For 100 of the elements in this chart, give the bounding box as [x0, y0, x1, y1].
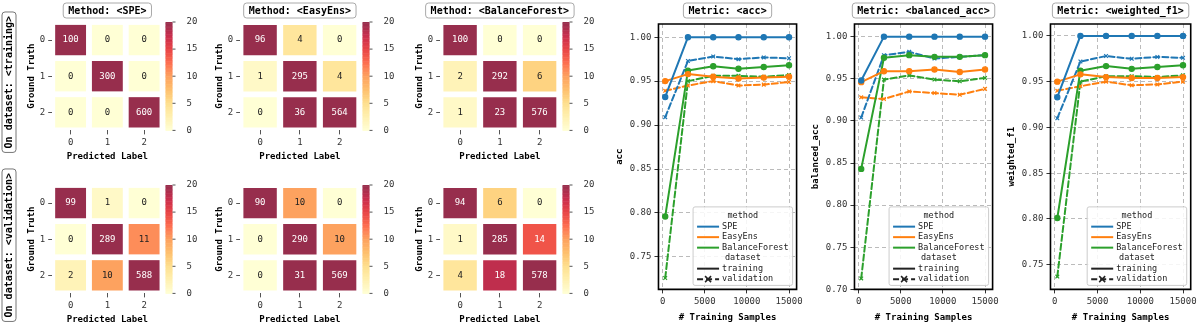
- data-label: 1: [257, 70, 263, 81]
- legend-label: BalanceForest: [918, 241, 985, 252]
- legend-label: BalanceForest: [1116, 241, 1183, 252]
- data-label: 0: [257, 269, 263, 280]
- color-bar-label: 20: [383, 179, 395, 190]
- x-tick-label: 2: [336, 300, 343, 311]
- color-bar-label: 10: [383, 70, 395, 81]
- color-bar-label: 5: [383, 260, 389, 271]
- data-label: 10: [334, 233, 346, 244]
- data-label: 1: [457, 233, 463, 244]
- x-axis-title: # Training Samples: [678, 311, 777, 322]
- color-bar-label: 5: [383, 97, 389, 108]
- data-label: 0: [67, 233, 74, 244]
- x-tick-label: 0: [457, 137, 463, 148]
- y-tick-label: 1.00: [1021, 30, 1044, 41]
- y-tick-label: 0.85: [1021, 167, 1044, 178]
- x-tick-label: 2: [141, 300, 147, 311]
- legend-label: SPE: [1116, 220, 1132, 231]
- y-tick-label: 1: [227, 70, 234, 81]
- data-label: 31: [294, 269, 306, 280]
- color-bar-label: 20: [186, 16, 198, 27]
- y-tick-label: 1.00: [825, 30, 848, 41]
- x-tick-label: 15000: [1169, 296, 1197, 307]
- legend-title: method: [923, 210, 955, 221]
- y-tick-label: 2: [427, 106, 434, 117]
- y-tick-label: 2: [227, 106, 234, 117]
- y-tick-label: 0.90: [825, 115, 848, 126]
- y-tick-label: 0.95: [825, 73, 848, 84]
- data-label: 1: [457, 106, 463, 117]
- y-tick-label: 0: [227, 34, 234, 45]
- x-tick-label: 1: [297, 137, 303, 148]
- data-label: 6: [497, 197, 503, 208]
- x-tick-label: 0: [257, 137, 263, 148]
- color-bar-label: 15: [583, 43, 595, 54]
- data-label: 588: [135, 269, 153, 280]
- chart-title: Metric: <acc>: [688, 4, 767, 16]
- data-label: 576: [531, 106, 548, 117]
- text: On dataset: <validation>: [2, 172, 14, 318]
- color-bar-label: 10: [583, 233, 595, 244]
- y-tick-label: 1: [427, 233, 434, 244]
- y-axis-title: balanced_acc: [809, 124, 820, 190]
- chart-title: Method: <BalanceForest>: [430, 4, 570, 16]
- data-label: 600: [135, 106, 153, 117]
- x-axis-title: # Training Samples: [874, 311, 973, 322]
- y-tick-label: 0.80: [629, 207, 652, 218]
- y-tick-label: 0.90: [1021, 121, 1044, 132]
- data-label: 23: [494, 106, 506, 117]
- data-label: 0: [257, 106, 263, 117]
- data-label: 2: [67, 269, 74, 280]
- x-tick-label: 0: [67, 137, 74, 148]
- annotation: dataset: [1119, 252, 1155, 263]
- x-tick-label: 5000: [1086, 296, 1109, 307]
- color-bar-label: 0: [186, 287, 192, 298]
- data-label: 300: [99, 70, 116, 81]
- y-tick-label: 1: [39, 70, 46, 81]
- data-label: 36: [294, 106, 306, 117]
- y-axis-title: Ground Truth: [213, 43, 224, 109]
- annotation: training: [918, 262, 960, 273]
- color-bar-label: 0: [186, 124, 192, 135]
- color-bar-label: 10: [383, 233, 395, 244]
- color-bar-label: 20: [583, 179, 595, 190]
- color-bar-label: 10: [186, 70, 198, 81]
- data-label: 0: [141, 70, 147, 81]
- legend-label: EasyEns: [1116, 231, 1153, 242]
- data-label: 0: [536, 34, 543, 45]
- x-tick-label: 1: [297, 300, 303, 311]
- data-label: 290: [291, 233, 308, 244]
- x-tick-label: 15000: [971, 296, 999, 307]
- data-label: 6: [536, 70, 543, 81]
- data-label: 99: [65, 197, 77, 208]
- x-axis-title: Predicted Label: [259, 150, 341, 161]
- data-label: 100: [451, 34, 469, 45]
- y-axis-title: Ground Truth: [413, 206, 424, 272]
- data-label: 292: [491, 70, 508, 81]
- y-axis-title: weighted_f1: [1005, 126, 1016, 187]
- color-bar-label: 15: [186, 43, 198, 54]
- data-label: 90: [254, 197, 266, 208]
- y-axis-title: Ground Truth: [25, 43, 36, 109]
- color-bar-label: 10: [583, 70, 595, 81]
- data-label: 94: [454, 197, 466, 208]
- y-axis-title: Ground Truth: [413, 43, 424, 109]
- annotation: dataset: [724, 252, 761, 263]
- data-label: 569: [331, 269, 348, 280]
- data-label: 14: [534, 233, 546, 244]
- x-axis-title: Predicted Label: [259, 313, 341, 324]
- y-axis-title: Ground Truth: [25, 206, 36, 272]
- data-label: 0: [67, 70, 74, 81]
- y-tick-label: 0.80: [825, 199, 848, 210]
- y-tick-label: 2: [427, 269, 434, 280]
- color-bar-label: 5: [186, 97, 192, 108]
- legend-label: BalanceForest: [722, 241, 789, 252]
- x-tick-label: 0: [1052, 296, 1058, 307]
- y-tick-label: 0.95: [629, 75, 652, 86]
- color-bar-label: 5: [583, 260, 589, 271]
- y-tick-label: 2: [39, 106, 46, 117]
- y-tick-label: 2: [227, 269, 234, 280]
- chart-title: Metric: <balanced_acc>: [857, 4, 990, 17]
- chart-title: Method: <SPE>: [68, 4, 147, 16]
- color-bar-label: 15: [583, 206, 595, 217]
- x-tick-label: 0: [659, 296, 666, 307]
